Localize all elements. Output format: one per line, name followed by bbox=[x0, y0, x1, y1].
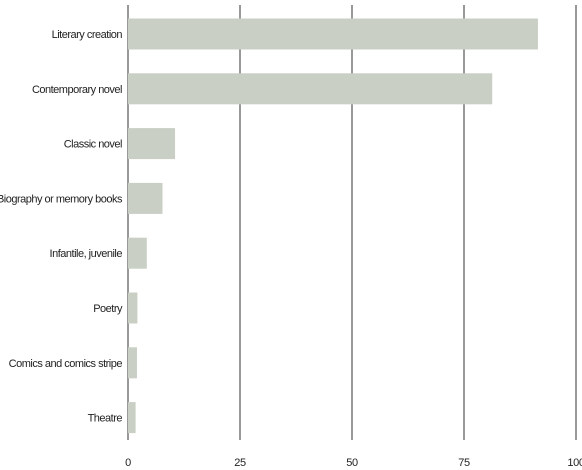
category-label-1: Contemporary novel bbox=[32, 84, 122, 96]
category-label-5: Poetry bbox=[93, 303, 123, 315]
x-tick-label-25: 25 bbox=[234, 457, 246, 469]
bar-4 bbox=[128, 237, 147, 269]
category-label-3: Biography or memory books bbox=[0, 193, 123, 205]
x-tick-label-75: 75 bbox=[458, 457, 470, 469]
bar-0 bbox=[128, 18, 538, 50]
bars bbox=[128, 18, 538, 434]
bar-3 bbox=[128, 182, 163, 214]
category-label-6: Comics and comics stripe bbox=[9, 358, 123, 370]
x-tick-label-50: 50 bbox=[346, 457, 358, 469]
category-label-2: Classic novel bbox=[64, 139, 122, 151]
bar-1 bbox=[128, 73, 493, 105]
category-label-4: Infantile, juvenile bbox=[50, 248, 123, 260]
bar-7 bbox=[128, 402, 136, 434]
grid-lines bbox=[127, 5, 577, 440]
x-tick-label-100: 100 bbox=[567, 457, 582, 469]
x-tick-label-0: 0 bbox=[125, 457, 131, 469]
category-labels: Literary creation Contemporary novel Class… bbox=[0, 29, 123, 425]
bar-2 bbox=[128, 128, 176, 160]
bar-5 bbox=[128, 292, 138, 324]
category-label-0: Literary creation bbox=[52, 29, 123, 41]
x-axis-tick-labels: 0 25 50 75 100 bbox=[125, 457, 582, 469]
bar-6 bbox=[128, 347, 137, 379]
category-label-7: Theatre bbox=[88, 413, 123, 425]
